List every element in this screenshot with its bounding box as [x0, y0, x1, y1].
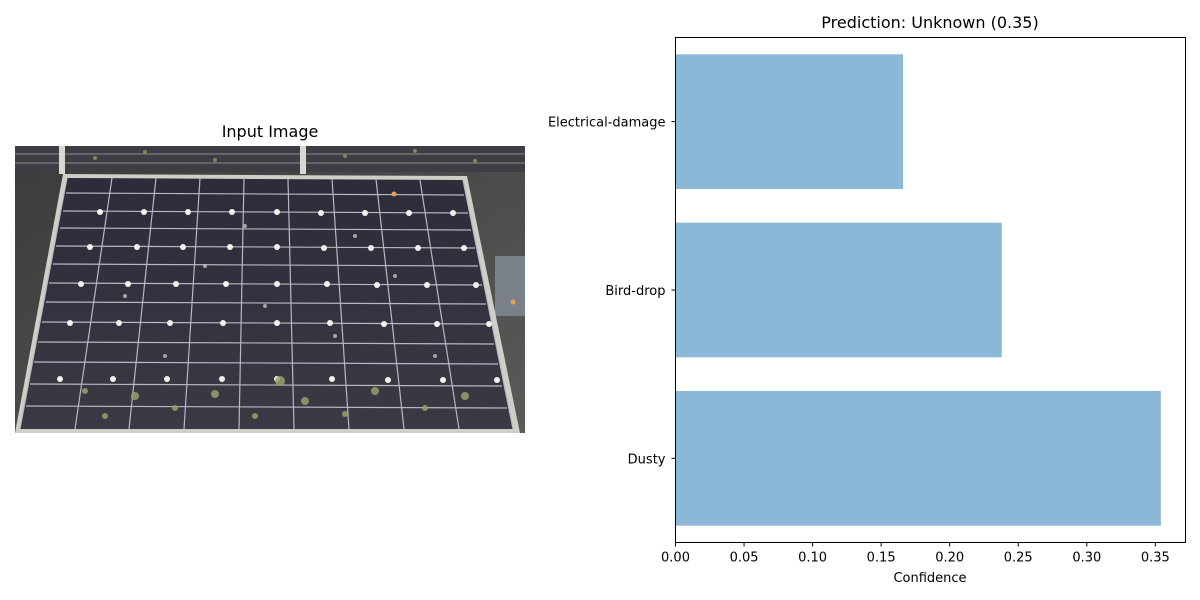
bar-dusty — [675, 391, 1161, 526]
x-tick-label: 0.30 — [1072, 551, 1101, 566]
x-tick-label: 0.10 — [798, 551, 827, 566]
x-tick-label: 0.35 — [1141, 551, 1170, 566]
x-axis-label: Confidence — [893, 571, 966, 586]
input-image-title: Input Image — [221, 122, 319, 141]
y-tick-label: Dusty — [628, 452, 666, 467]
solar-panel-photo — [15, 146, 525, 433]
x-tick-label: 0.00 — [661, 551, 690, 566]
chart-title: Prediction: Unknown (0.35) — [821, 13, 1039, 32]
x-tick-label: 0.05 — [730, 551, 759, 566]
x-tick-label: 0.20 — [935, 551, 964, 566]
bar-electrical-damage — [675, 54, 904, 190]
y-tick-label: Electrical-damage — [548, 116, 666, 131]
x-tick-label: 0.15 — [867, 551, 896, 566]
plot-frame — [675, 37, 1186, 543]
x-tick-label: 0.25 — [1004, 551, 1033, 566]
bar-bird-drop — [675, 222, 1002, 358]
y-tick-label: Bird-drop — [605, 284, 665, 299]
